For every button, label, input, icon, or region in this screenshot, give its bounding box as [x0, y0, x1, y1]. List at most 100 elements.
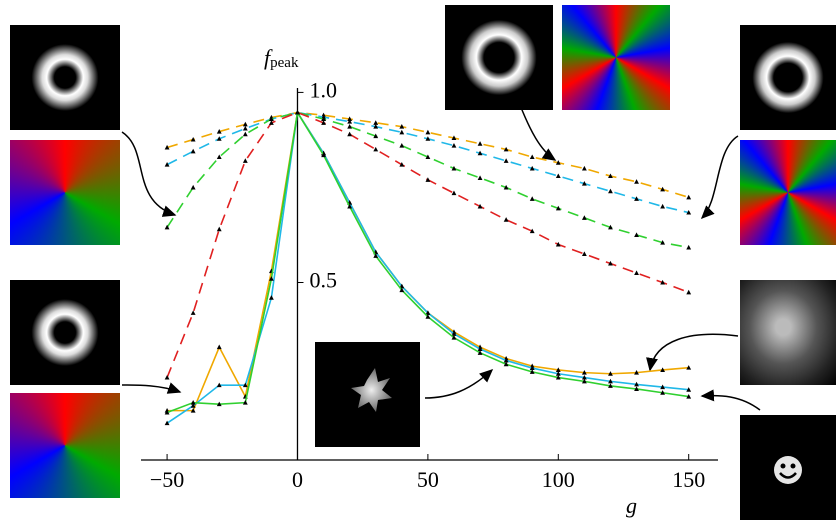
- data-point: [529, 154, 535, 160]
- series-line: [166, 111, 689, 378]
- phase-image: [10, 393, 120, 498]
- data-point: [451, 335, 457, 340]
- data-point: [608, 260, 613, 266]
- data-point: [660, 384, 666, 390]
- data-point: [581, 374, 587, 380]
- data-point: [242, 382, 248, 388]
- data-point: [190, 148, 196, 154]
- y-axis-label-sub: peak: [270, 55, 299, 71]
- data-point: [581, 370, 587, 375]
- data-point: [608, 224, 613, 230]
- data-point: [477, 141, 483, 146]
- data-point: [634, 196, 639, 201]
- data-point: [216, 154, 222, 160]
- data-point: [660, 390, 666, 395]
- decoration: [121, 104, 802, 484]
- data-point: [373, 133, 379, 139]
- x-tick-label: 100: [542, 467, 575, 492]
- data-point: [373, 120, 379, 125]
- phase-image: [10, 140, 120, 245]
- data-point: [399, 162, 405, 167]
- data-point: [190, 310, 196, 315]
- data-point: [269, 120, 274, 125]
- data-point: [555, 371, 561, 376]
- data-point: [216, 344, 222, 350]
- data-point: [373, 253, 379, 258]
- data-point: [373, 124, 379, 129]
- data-point: [425, 136, 431, 141]
- data-point: [477, 150, 483, 156]
- data-point: [190, 408, 196, 413]
- data-point: [503, 361, 509, 367]
- data-point: [451, 165, 457, 171]
- data-point: [686, 209, 692, 215]
- data-point: [686, 289, 692, 295]
- data-point: [634, 232, 639, 237]
- data-point: [190, 184, 196, 190]
- data-point: [529, 369, 535, 374]
- data-point: [295, 109, 300, 115]
- data-point: [555, 205, 561, 211]
- data-point: [242, 158, 248, 163]
- data-point: [686, 194, 692, 200]
- data-point: [608, 383, 613, 388]
- data-point: [660, 203, 666, 209]
- intensity-image: [740, 25, 836, 130]
- data-point: [634, 370, 639, 375]
- data-point: [425, 129, 431, 135]
- data-point: [503, 217, 509, 222]
- data-point: [425, 310, 431, 315]
- data-point: [321, 116, 326, 122]
- data-point: [347, 119, 353, 124]
- series-line: [166, 111, 689, 199]
- data-point: [399, 129, 405, 135]
- data-point: [190, 403, 196, 408]
- x-tick-label: 0: [292, 467, 303, 492]
- data-point: [425, 177, 431, 182]
- data-point: [399, 283, 405, 289]
- data-point: [555, 160, 561, 165]
- data-point: [451, 190, 457, 196]
- data-point: [529, 228, 535, 234]
- data-point: [477, 203, 483, 209]
- data-point: [608, 173, 613, 179]
- phase-image: [562, 5, 670, 110]
- data-point: [347, 131, 353, 137]
- x-tick-label: −50: [150, 467, 184, 492]
- data-point: [164, 162, 170, 167]
- data-point: [608, 371, 613, 376]
- data-point: [451, 135, 457, 141]
- data-point: [529, 165, 535, 171]
- data-point: [347, 116, 353, 122]
- data-point: [373, 146, 379, 152]
- data-point: [555, 241, 561, 247]
- data-point: [242, 131, 248, 137]
- intensity-image: [10, 25, 120, 130]
- data-point: [269, 116, 274, 122]
- data-point: [634, 179, 639, 184]
- data-point: [190, 400, 196, 405]
- data-point: [216, 136, 222, 141]
- x-tick-label: 150: [672, 467, 705, 492]
- data-point: [634, 386, 639, 391]
- y-tick-label: 1.0: [309, 77, 337, 102]
- data-point: [686, 244, 692, 250]
- data-point: [503, 357, 509, 363]
- data-point: [581, 251, 587, 256]
- data-point: [477, 346, 483, 352]
- x-axis-label: g: [626, 493, 637, 518]
- data-point: [686, 365, 692, 370]
- phase-image: [740, 140, 836, 245]
- data-point: [503, 158, 509, 163]
- data-point: [425, 154, 431, 160]
- data-point: [503, 184, 509, 190]
- data-point: [634, 270, 639, 276]
- y-tick-label: 0.5: [309, 268, 337, 293]
- data-point: [399, 287, 405, 293]
- data-point: [555, 367, 561, 372]
- data-point: [399, 124, 405, 129]
- data-point: [164, 144, 170, 150]
- intensity-image: [10, 280, 120, 385]
- data-point: [581, 378, 587, 384]
